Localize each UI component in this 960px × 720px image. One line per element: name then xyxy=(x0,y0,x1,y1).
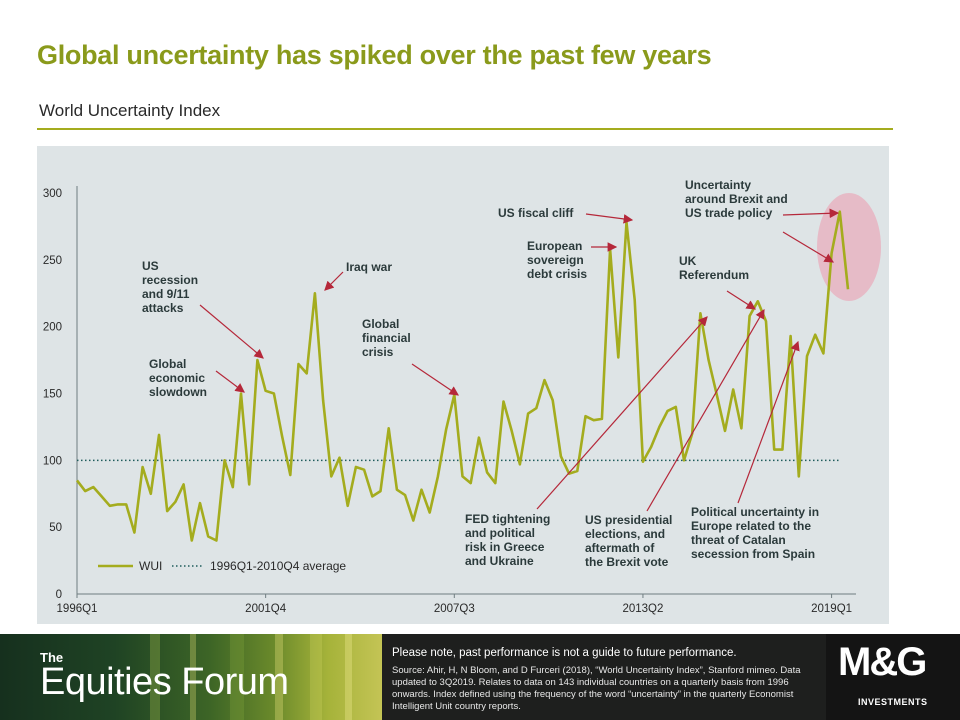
footer: The Equities Forum Please note, past per… xyxy=(0,634,960,720)
annotation-text: economic xyxy=(149,371,205,385)
annotation-text: Global xyxy=(149,357,186,371)
annotation-text: Political uncertainty in xyxy=(691,505,819,519)
page-title: Global uncertainty has spiked over the p… xyxy=(37,40,712,70)
y-tick-label: 50 xyxy=(49,522,62,534)
annotation-text: Global xyxy=(362,317,399,331)
annotation-text: US trade policy xyxy=(685,206,773,220)
annotation-text: risk in Greece xyxy=(465,540,545,554)
annotation-text: US fiscal cliff xyxy=(498,206,574,220)
annotation-text: and Ukraine xyxy=(465,554,534,568)
y-tick-label: 150 xyxy=(43,389,62,401)
footer-banner xyxy=(0,634,382,720)
y-tick-label: 250 xyxy=(43,255,62,267)
wui-line xyxy=(75,210,850,542)
annotation-text: crisis xyxy=(362,345,394,359)
annotation-text: US xyxy=(142,259,159,273)
annotation-text: elections, and xyxy=(585,527,665,541)
annotation-text: around Brexit and xyxy=(685,192,788,206)
x-tick-label: 2007Q3 xyxy=(434,603,475,615)
annotation-text: attacks xyxy=(142,301,184,315)
legend-wui-label: WUI xyxy=(139,559,162,573)
y-tick-label: 100 xyxy=(43,455,62,467)
logo-box xyxy=(826,634,960,720)
mg-logo: M&G xyxy=(838,640,927,684)
highlight-ellipse xyxy=(817,193,881,301)
annotation-text: and 9/11 xyxy=(142,287,190,301)
annotation-text: and political xyxy=(465,526,535,540)
annotation-text: sovereign xyxy=(527,253,584,267)
x-tick-label: 1996Q1 xyxy=(57,603,98,615)
annotation-text: Europe related to the xyxy=(691,519,811,533)
annotation-arrow xyxy=(199,304,264,359)
chart-background xyxy=(37,146,889,624)
annotation-text: the Brexit vote xyxy=(585,555,669,569)
title-divider xyxy=(37,128,893,130)
legend-average-label: 1996Q1-2010Q4 average xyxy=(210,559,346,573)
chart-subtitle: World Uncertainty Index xyxy=(39,101,221,120)
annotation-arrow xyxy=(782,231,835,263)
annotation-text: Referendum xyxy=(679,268,749,282)
annotation-arrow xyxy=(585,213,634,224)
annotation-text: financial xyxy=(362,331,411,345)
annotation-arrow xyxy=(215,370,245,393)
annotation-text: US presidential xyxy=(585,513,672,527)
annotation-arrow xyxy=(782,208,840,219)
annotation-text: recession xyxy=(142,273,198,287)
x-tick-label: 2013Q2 xyxy=(622,603,663,615)
y-tick-label: 0 xyxy=(56,589,62,601)
annotation-text: European xyxy=(527,239,582,253)
y-tick-label: 300 xyxy=(43,188,62,200)
annotation-text: aftermath of xyxy=(585,541,655,555)
annotation-text: Iraq war xyxy=(346,260,392,274)
x-tick-label: 2001Q4 xyxy=(245,603,287,615)
annotation-arrow xyxy=(646,308,765,512)
annotation-text: debt crisis xyxy=(527,267,587,281)
brand-the: The xyxy=(40,650,64,665)
performance-disclaimer: Please note, past performance is not a g… xyxy=(392,647,737,659)
annotation-arrow xyxy=(324,271,344,291)
annotation-text: secession from Spain xyxy=(691,547,815,561)
brand-name: Equities Forum xyxy=(40,661,289,703)
source-note: Source: Ahir, H, N Bloom, and D Furceri … xyxy=(392,665,801,712)
annotation-arrow xyxy=(737,340,800,504)
x-tick-label: 2019Q1 xyxy=(811,603,852,615)
annotation-text: threat of Catalan xyxy=(691,533,786,547)
annotation-text: slowdown xyxy=(149,385,207,399)
annotation-arrow xyxy=(726,290,757,310)
annotation-text: Uncertainty xyxy=(685,178,751,192)
y-tick-label: 200 xyxy=(43,322,62,334)
annotation-arrow xyxy=(536,316,708,510)
uncertainty-chart: 0 50 100 150 200 250 300 1996Q1 2001Q4 2007Q3 2013… xyxy=(43,178,881,615)
mg-logo-subtitle: INVESTMENTS xyxy=(858,697,928,707)
annotation-text: FED tightening xyxy=(465,512,550,526)
annotation-arrow xyxy=(411,363,459,396)
annotation-text: UK xyxy=(679,254,697,268)
